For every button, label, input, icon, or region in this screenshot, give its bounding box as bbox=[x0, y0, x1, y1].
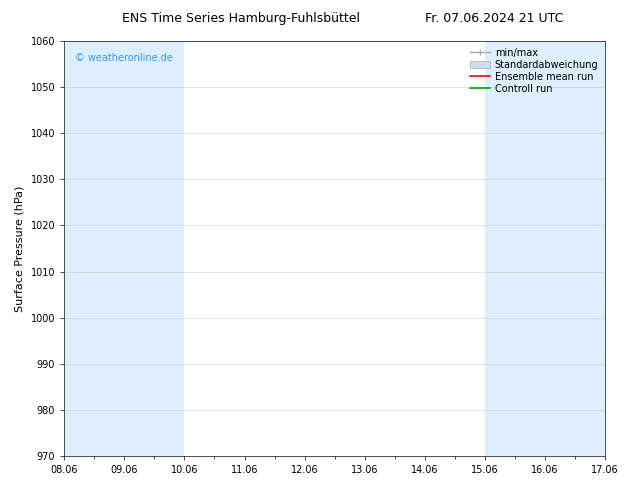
Y-axis label: Surface Pressure (hPa): Surface Pressure (hPa) bbox=[15, 185, 25, 312]
Text: © weatheronline.de: © weatheronline.de bbox=[75, 53, 173, 64]
Legend: min/max, Standardabweichung, Ensemble mean run, Controll run: min/max, Standardabweichung, Ensemble me… bbox=[469, 46, 600, 96]
Bar bbox=[64, 41, 184, 456]
Text: Fr. 07.06.2024 21 UTC: Fr. 07.06.2024 21 UTC bbox=[425, 12, 564, 25]
Text: ENS Time Series Hamburg-Fuhlsbüttel: ENS Time Series Hamburg-Fuhlsbüttel bbox=[122, 12, 360, 25]
Bar bbox=[485, 41, 605, 456]
